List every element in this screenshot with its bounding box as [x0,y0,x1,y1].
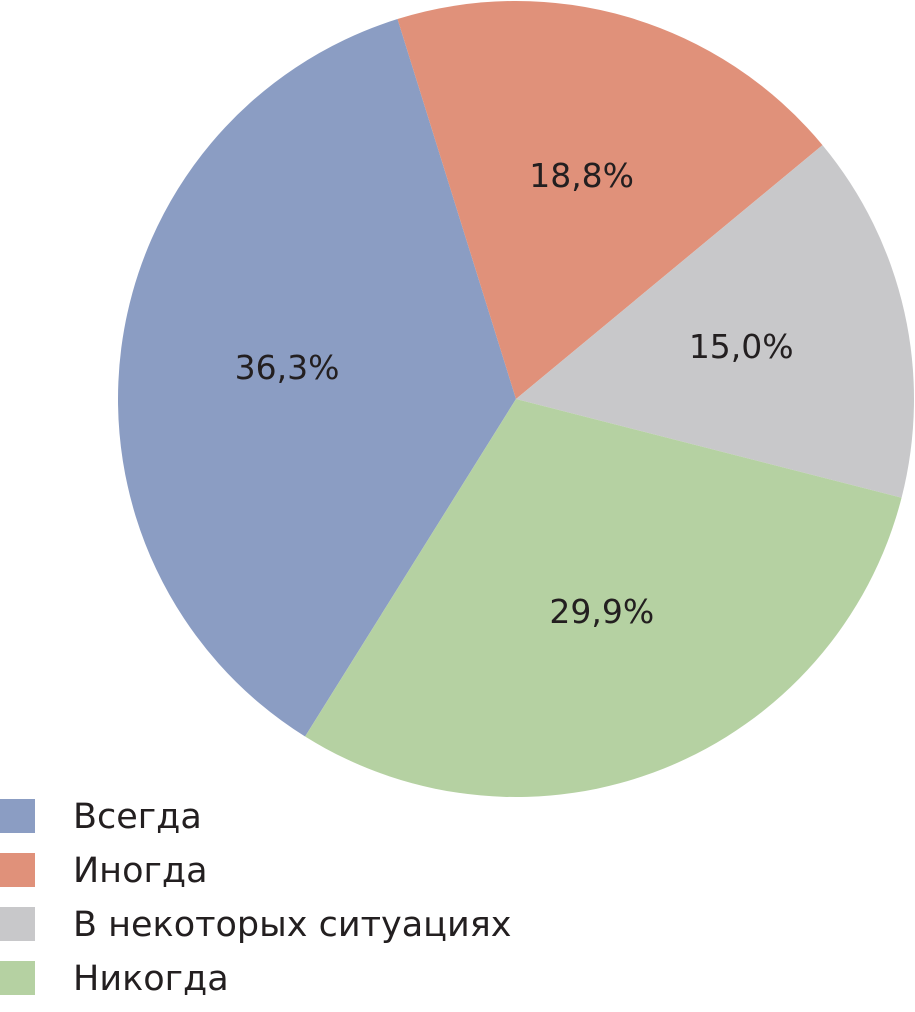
pie-slice [118,19,516,737]
legend-swatch [0,853,35,887]
pie-slice [516,145,915,498]
legend-label: В некоторых ситуациях [73,905,511,945]
legend-label: Всегда [73,797,202,837]
pie-slice [397,1,823,400]
value-label: 15,0% [689,327,794,366]
legend-swatch [0,799,35,833]
legend-swatch [0,907,35,941]
legend-label: Иногда [73,851,208,891]
value-label: 29,9% [549,592,654,631]
legend-swatch [0,961,35,995]
value-label: 18,8% [529,156,634,195]
legend-label: Никогда [73,959,229,999]
value-label: 36,3% [235,348,340,387]
pie-slice [305,399,902,797]
